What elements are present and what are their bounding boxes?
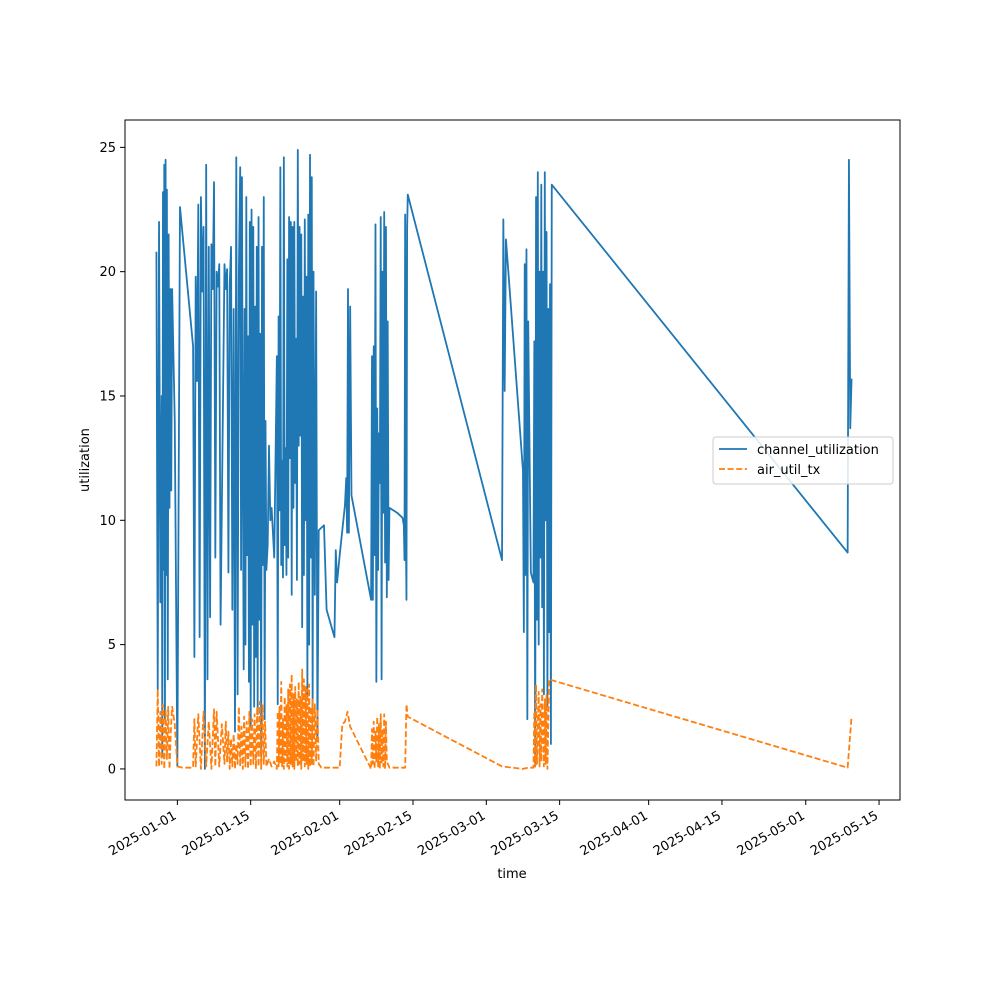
y-axis-label: utilization xyxy=(78,428,93,492)
plot-area xyxy=(155,148,853,770)
legend-box xyxy=(712,436,894,485)
y-tick-label: 10 xyxy=(99,514,116,529)
x-axis-label: time xyxy=(497,867,526,882)
x-tick-label: 2025-01-15 xyxy=(180,808,253,859)
series-line-air-util-tx xyxy=(155,668,853,770)
x-tick-label: 2025-04-15 xyxy=(651,808,724,859)
x-tick-label: 2025-02-15 xyxy=(342,808,415,859)
legend-label-air-util-tx: air_util_tx xyxy=(757,463,821,478)
y-tick-label: 0 xyxy=(108,762,116,777)
legend-label-channel-utilization: channel_utilization xyxy=(757,443,879,458)
x-axis: 2025-01-01 2025-01-15 2025-02-01 2025-02-15… xyxy=(106,800,881,859)
axes-frame xyxy=(124,119,901,801)
y-axis: 0 5 10 15 20 25 xyxy=(99,141,125,777)
x-tick-label: 2025-03-01 xyxy=(415,808,488,859)
y-tick-label: 5 xyxy=(108,638,116,653)
x-tick-label: 2025-02-01 xyxy=(269,808,342,859)
x-tick-label: 2025-03-15 xyxy=(489,808,562,859)
x-tick-label: 2025-04-01 xyxy=(578,808,651,859)
y-tick-label: 25 xyxy=(99,141,116,156)
y-tick-label: 20 xyxy=(99,265,116,280)
legend: channel_utilization air_util_tx xyxy=(712,436,894,485)
series-line-channel-utilization xyxy=(155,148,853,770)
x-tick-label: 2025-05-15 xyxy=(808,808,881,859)
y-tick-label: 15 xyxy=(99,389,116,404)
x-tick-label: 2025-01-01 xyxy=(106,808,179,859)
x-tick-label: 2025-05-01 xyxy=(735,808,808,859)
